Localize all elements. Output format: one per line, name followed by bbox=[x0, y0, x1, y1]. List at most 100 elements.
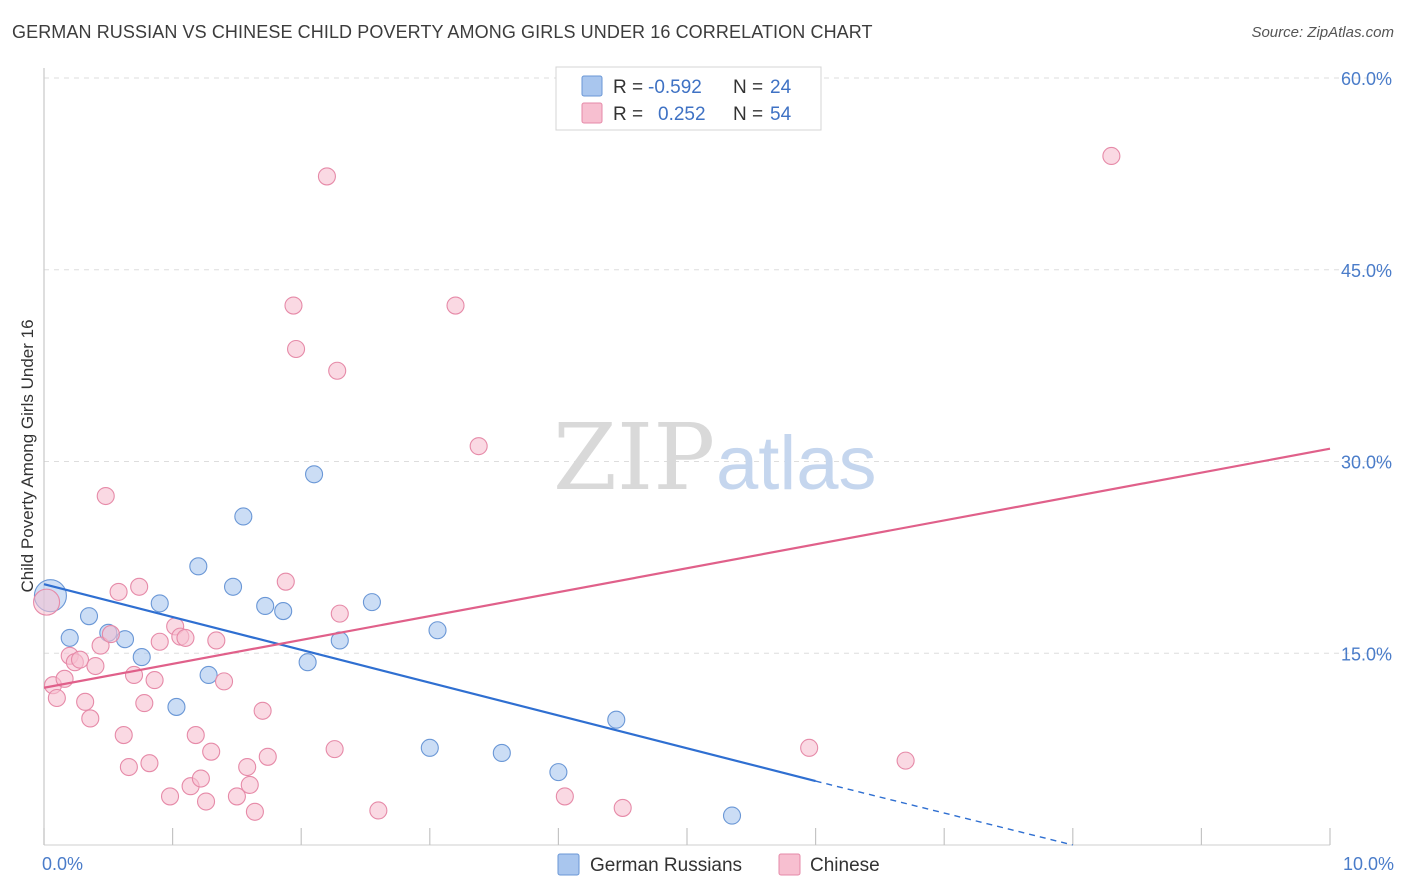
data-point bbox=[325, 740, 344, 759]
legend-r-value: -0.592 bbox=[648, 77, 702, 98]
data-point bbox=[223, 577, 243, 596]
data-point bbox=[214, 672, 234, 691]
x-tick-label: 10.0% bbox=[1343, 854, 1394, 874]
y-tick-label: 15.0% bbox=[1341, 644, 1392, 664]
bottom-legend-swatch-german-russians bbox=[557, 853, 580, 876]
x-tick-marks bbox=[43, 828, 1331, 846]
data-point bbox=[284, 296, 303, 315]
data-point bbox=[81, 709, 100, 728]
data-point bbox=[140, 754, 159, 773]
data-point bbox=[446, 296, 465, 315]
y-tick-label: 60.0% bbox=[1341, 69, 1392, 89]
data-point bbox=[207, 631, 226, 650]
data-point bbox=[287, 339, 306, 359]
data-point bbox=[79, 607, 99, 626]
x-tick-labels: 0.0% 10.0% bbox=[42, 854, 1394, 874]
bottom-legend: German Russians Chinese bbox=[557, 853, 880, 876]
data-point bbox=[276, 572, 295, 591]
trend-line bbox=[43, 583, 816, 783]
data-point bbox=[256, 596, 275, 616]
legend-n-value: 54 bbox=[770, 104, 792, 125]
data-point bbox=[258, 747, 277, 766]
data-point bbox=[33, 588, 61, 616]
bottom-legend-label-chinese: Chinese bbox=[810, 855, 880, 876]
data-point bbox=[274, 602, 293, 621]
legend-n-value: 24 bbox=[770, 77, 792, 98]
data-point bbox=[189, 557, 208, 576]
data-point bbox=[167, 697, 186, 716]
data-point bbox=[91, 636, 110, 655]
data-point bbox=[202, 742, 221, 761]
y-axis-label: Child Poverty Among Girls Under 16 bbox=[18, 319, 37, 592]
data-point bbox=[150, 594, 169, 613]
data-point bbox=[47, 688, 66, 708]
data-point bbox=[613, 798, 632, 817]
data-point bbox=[196, 792, 216, 811]
data-point bbox=[227, 787, 246, 806]
data-point bbox=[328, 361, 347, 380]
y-tick-label: 30.0% bbox=[1341, 453, 1392, 473]
data-point bbox=[428, 621, 447, 640]
data-point bbox=[469, 437, 488, 456]
legend: R = -0.592 N = 24 R = 0.252 N = 54 bbox=[555, 66, 822, 131]
data-point bbox=[86, 656, 105, 676]
data-point bbox=[150, 632, 169, 651]
y-tick-label: 45.0% bbox=[1341, 261, 1392, 281]
data-point bbox=[109, 582, 128, 601]
legend-swatch-chinese bbox=[581, 102, 603, 124]
data-point bbox=[160, 787, 180, 806]
data-point bbox=[607, 710, 626, 729]
trend-lines bbox=[43, 447, 1331, 846]
legend-n-label: N = bbox=[733, 104, 763, 125]
data-point bbox=[298, 653, 317, 672]
data-point bbox=[317, 167, 336, 186]
x-tick-label: 0.0% bbox=[42, 854, 83, 874]
data-point bbox=[362, 593, 381, 612]
data-point bbox=[119, 757, 138, 777]
gridlines bbox=[44, 77, 1392, 654]
trend-line bbox=[43, 447, 1331, 689]
data-point bbox=[253, 701, 272, 720]
data-point bbox=[238, 757, 257, 777]
data-point bbox=[114, 726, 133, 745]
legend-n-label: N = bbox=[733, 77, 763, 98]
data-point bbox=[330, 604, 349, 623]
data-point bbox=[800, 738, 819, 757]
data-point bbox=[199, 665, 218, 685]
data-point bbox=[130, 577, 149, 596]
legend-r-label: R = bbox=[613, 77, 643, 98]
data-point bbox=[896, 751, 915, 770]
data-point bbox=[145, 671, 164, 690]
bottom-legend-label-german-russians: German Russians bbox=[590, 855, 742, 876]
data-point bbox=[492, 743, 511, 763]
legend-r-value: 0.252 bbox=[658, 104, 706, 125]
data-point bbox=[1102, 146, 1121, 166]
data-point bbox=[101, 625, 120, 644]
data-point bbox=[234, 507, 253, 526]
data-point bbox=[96, 486, 115, 506]
data-point bbox=[369, 801, 388, 820]
data-point bbox=[549, 763, 568, 782]
watermark-atlas: atlas bbox=[716, 421, 877, 506]
legend-r-label: R = bbox=[613, 104, 643, 125]
bottom-legend-swatch-chinese bbox=[778, 853, 801, 876]
data-point bbox=[186, 726, 205, 745]
chart-source: Source: ZipAtlas.com bbox=[1251, 24, 1394, 41]
data-point bbox=[135, 694, 154, 713]
trend-line-extension bbox=[815, 780, 1073, 846]
data-point bbox=[722, 806, 742, 825]
data-point bbox=[555, 787, 574, 806]
data-point bbox=[240, 775, 259, 794]
data-point bbox=[132, 648, 151, 667]
data-point bbox=[420, 738, 439, 757]
data-point bbox=[305, 465, 324, 484]
chart-title: GERMAN RUSSIAN VS CHINESE CHILD POVERTY … bbox=[12, 22, 873, 42]
data-point bbox=[176, 628, 195, 647]
data-point bbox=[76, 692, 95, 711]
data-point bbox=[191, 769, 210, 788]
legend-swatch-german-russians bbox=[581, 75, 603, 97]
y-tick-labels: 15.0% 30.0% 45.0% 60.0% bbox=[1341, 69, 1392, 664]
series-german-russians-points bbox=[33, 465, 742, 825]
data-point bbox=[60, 628, 79, 647]
